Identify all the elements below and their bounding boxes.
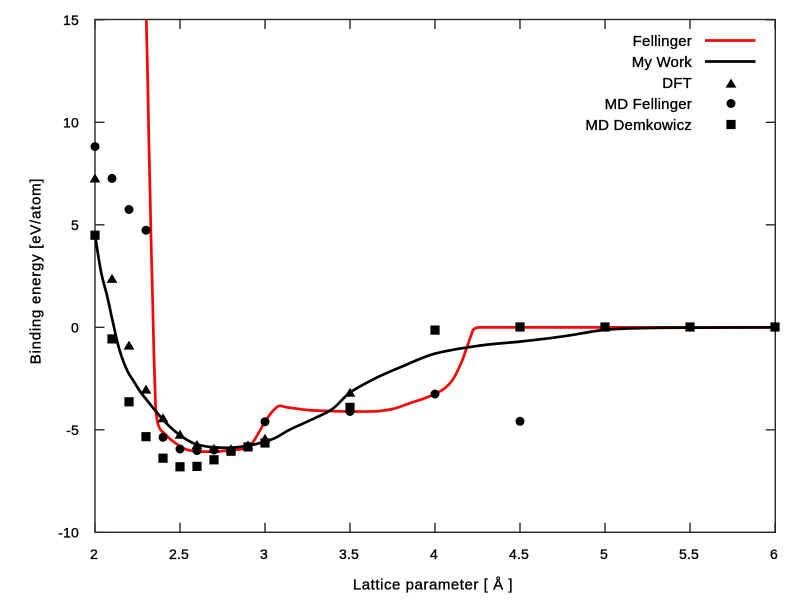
svg-text:4: 4	[430, 546, 438, 562]
svg-text:Fellinger: Fellinger	[633, 33, 692, 50]
svg-text:5.5: 5.5	[679, 546, 699, 562]
svg-text:MD Demkowicz: MD Demkowicz	[585, 117, 692, 134]
svg-text:6: 6	[770, 546, 778, 562]
svg-text:4.5: 4.5	[509, 546, 529, 562]
svg-text:3: 3	[260, 546, 268, 562]
svg-text:DFT: DFT	[662, 75, 692, 92]
svg-text:10: 10	[63, 114, 79, 130]
svg-text:-5: -5	[66, 422, 79, 438]
svg-text:5: 5	[71, 217, 79, 233]
svg-text:Binding energy [eV/atom]: Binding energy [eV/atom]	[27, 178, 44, 364]
svg-text:2: 2	[90, 546, 98, 562]
svg-text:My Work: My Work	[632, 54, 693, 71]
svg-text:Lattice parameter [ Å ]: Lattice parameter [ Å ]	[353, 576, 513, 593]
svg-text:15: 15	[63, 12, 79, 28]
svg-text:5: 5	[600, 546, 608, 562]
svg-text:2.5: 2.5	[169, 546, 189, 562]
svg-text:3.5: 3.5	[339, 546, 359, 562]
svg-text:MD Fellinger: MD Fellinger	[605, 96, 692, 113]
svg-text:-10: -10	[58, 524, 79, 540]
svg-text:0: 0	[71, 319, 79, 335]
